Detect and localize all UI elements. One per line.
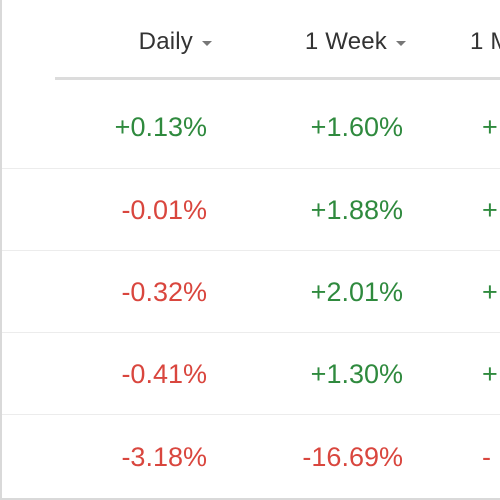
table-row[interactable]: -0.41% +1.30% + [0,333,500,415]
row-divider [0,414,500,415]
row-divider [0,168,500,169]
month-change-cell: + [482,276,498,307]
column-header-daily[interactable]: Daily [110,24,212,60]
daily-change-cell: -0.32% [121,276,207,307]
daily-change-cell: +0.13% [114,111,207,142]
month-change-cell: + [482,194,498,225]
week-change-cell: +1.30% [310,358,403,389]
header-divider [55,77,500,80]
week-change-cell: +1.60% [310,111,403,142]
daily-change-cell: -0.41% [121,358,207,389]
week-change-cell: +2.01% [310,276,403,307]
daily-change-cell: -0.01% [121,194,207,225]
table-header: Daily 1 Week 1 M [0,0,500,78]
column-header-1-week-label: 1 Week [304,28,387,55]
chevron-down-icon [202,40,212,46]
column-header-1-month[interactable]: 1 M [470,24,500,60]
month-change-cell: + [482,358,498,389]
week-change-cell: -16.69% [302,441,403,472]
row-divider [0,332,500,333]
table-row[interactable]: -3.18% -16.69% - [0,416,500,498]
table-row[interactable]: -0.01% +1.88% + [0,169,500,251]
column-header-daily-label: Daily [138,28,193,55]
chevron-down-icon [396,40,406,46]
column-header-1-month-label: 1 M [470,28,500,55]
row-divider [0,250,500,251]
column-header-1-week[interactable]: 1 Week [282,24,406,60]
table-row[interactable]: +0.13% +1.60% + [0,86,500,168]
week-change-cell: +1.88% [310,194,403,225]
daily-change-cell: -3.18% [121,441,207,472]
month-change-cell: - [482,441,491,472]
table-row[interactable]: -0.32% +2.01% + [0,251,500,333]
month-change-cell: + [482,111,498,142]
